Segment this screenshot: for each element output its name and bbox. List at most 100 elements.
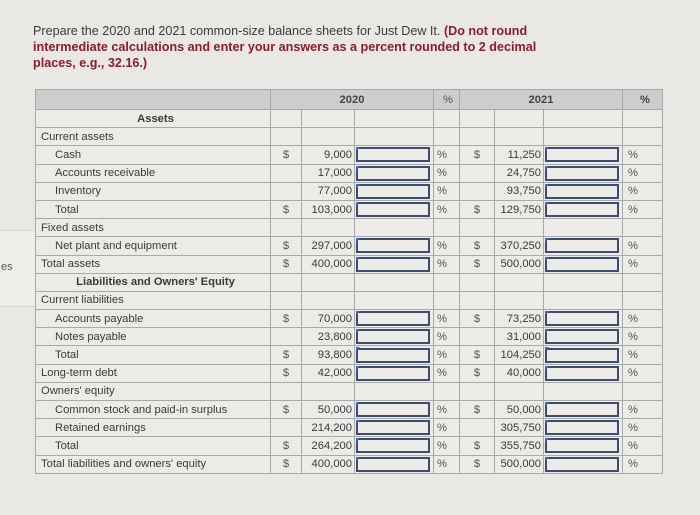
- amount-2020: 50,000: [301, 399, 355, 420]
- empty-cell: [459, 381, 495, 402]
- question-prompt: Prepare the 2020 and 2021 common-size ba…: [33, 23, 573, 71]
- pct-input-2021[interactable]: [545, 438, 619, 454]
- amount-2020: 264,200: [301, 436, 355, 456]
- table-row: Cash $9,000% $11,250%: [35, 145, 663, 165]
- pct-symbol-2020: %: [433, 145, 460, 165]
- dollar-sign-2021: $: [459, 454, 495, 474]
- row-label: Fixed assets: [35, 218, 271, 238]
- pct-symbol-2021: %: [622, 309, 663, 329]
- empty-cell: [354, 272, 434, 292]
- pct-input-2020[interactable]: [356, 202, 430, 218]
- table-row: Fixed assets: [35, 218, 663, 238]
- row-label: Accounts receivable: [35, 163, 271, 183]
- row-label: Total: [35, 199, 271, 220]
- pct-input-2021[interactable]: [545, 365, 619, 381]
- amount-2020: 103,000: [301, 199, 355, 220]
- empty-cell: [459, 218, 495, 238]
- pct-cell-2021: [543, 199, 623, 220]
- pct-symbol-2020: %: [433, 199, 460, 220]
- pct-input-2021[interactable]: [545, 456, 619, 472]
- answer-flag-icon: [356, 329, 360, 334]
- amount-2021: 50,000: [494, 399, 544, 420]
- amount-2020: 400,000: [301, 254, 355, 274]
- empty-cell: [301, 272, 355, 292]
- dollar-sign-2020: $: [270, 199, 302, 220]
- answer-flag-icon: [356, 238, 360, 243]
- pct-input-2021[interactable]: [545, 329, 619, 345]
- dollar-sign-2021: $: [459, 399, 495, 420]
- pct-input-2020[interactable]: [356, 456, 430, 472]
- pct-input-2020[interactable]: [356, 165, 430, 181]
- dollar-sign-2020: $: [270, 309, 302, 329]
- empty-cell: [354, 108, 434, 129]
- pct-input-2021[interactable]: [545, 238, 619, 254]
- header-row: 2020 % 2021 %: [35, 89, 663, 110]
- pct-cell-2021: [543, 399, 623, 420]
- pct-cell-2020: [354, 309, 434, 329]
- table-row: Total assets $400,000% $500,000%: [35, 254, 663, 274]
- amount-2020: 70,000: [301, 309, 355, 329]
- pct-input-2020[interactable]: [356, 420, 430, 436]
- pct-input-2020[interactable]: [356, 365, 430, 381]
- empty-cell: [622, 381, 663, 402]
- dollar-sign-2021: $: [459, 363, 495, 383]
- dollar-sign-2020: $: [270, 436, 302, 456]
- empty-cell: [301, 290, 355, 311]
- pct-input-2021[interactable]: [545, 256, 619, 272]
- row-label: Total: [35, 436, 271, 456]
- pct-symbol-2020: %: [433, 345, 460, 365]
- pct-input-2021[interactable]: [545, 202, 619, 218]
- pct-cell-2021: [543, 163, 623, 183]
- pct-input-2021[interactable]: [545, 147, 619, 163]
- dollar-sign-2021: [459, 163, 495, 183]
- empty-cell: [354, 290, 434, 311]
- empty-cell: [494, 381, 544, 402]
- answer-flag-icon: [356, 420, 360, 425]
- pct-cell-2020: [354, 145, 434, 165]
- table-row: Inventory 77,000% 93,750%: [35, 181, 663, 201]
- amount-2021: 500,000: [494, 254, 544, 274]
- dollar-sign-2020: [270, 327, 302, 347]
- empty-cell: [543, 108, 623, 129]
- dollar-sign-2020: [270, 418, 302, 438]
- pct-input-2020[interactable]: [356, 238, 430, 254]
- empty-cell: [433, 272, 460, 292]
- pct-input-2021[interactable]: [545, 420, 619, 436]
- pct-input-2020[interactable]: [356, 438, 430, 454]
- table-row: Net plant and equipment $297,000% $370,250…: [35, 236, 663, 256]
- dollar-sign-2021: $: [459, 254, 495, 274]
- pct-input-2021[interactable]: [545, 311, 619, 327]
- answer-flag-icon: [356, 311, 360, 316]
- amount-2020: 23,800: [301, 327, 355, 347]
- pct-input-2021[interactable]: [545, 402, 619, 418]
- pct-symbol-2020: %: [433, 309, 460, 329]
- pct-input-2020[interactable]: [356, 347, 430, 363]
- amount-2021: 129,750: [494, 199, 544, 220]
- amount-2020: 93,800: [301, 345, 355, 365]
- pct-symbol-2021: %: [622, 181, 663, 201]
- empty-cell: [433, 108, 460, 129]
- pct-cell-2020: [354, 418, 434, 438]
- answer-flag-icon: [356, 456, 360, 461]
- pct-input-2021[interactable]: [545, 183, 619, 199]
- pct-input-2021[interactable]: [545, 347, 619, 363]
- empty-cell: [433, 381, 460, 402]
- header-pct-2021: %: [622, 89, 663, 110]
- answer-flag-icon: [356, 147, 360, 152]
- pct-input-2021[interactable]: [545, 165, 619, 181]
- amount-2020: 17,000: [301, 163, 355, 183]
- pct-input-2020[interactable]: [356, 402, 430, 418]
- empty-cell: [459, 127, 495, 147]
- pct-input-2020[interactable]: [356, 329, 430, 345]
- pct-input-2020[interactable]: [356, 147, 430, 163]
- answer-flag-icon: [356, 365, 360, 370]
- pct-input-2020[interactable]: [356, 311, 430, 327]
- empty-cell: [270, 127, 302, 147]
- table-row: Assets: [35, 108, 663, 129]
- pct-input-2020[interactable]: [356, 183, 430, 199]
- answer-flag-icon: [356, 402, 360, 406]
- pct-input-2020[interactable]: [356, 256, 430, 272]
- pct-cell-2021: [543, 327, 623, 347]
- table-row: Owners' equity: [35, 381, 663, 402]
- dollar-sign-2020: [270, 163, 302, 183]
